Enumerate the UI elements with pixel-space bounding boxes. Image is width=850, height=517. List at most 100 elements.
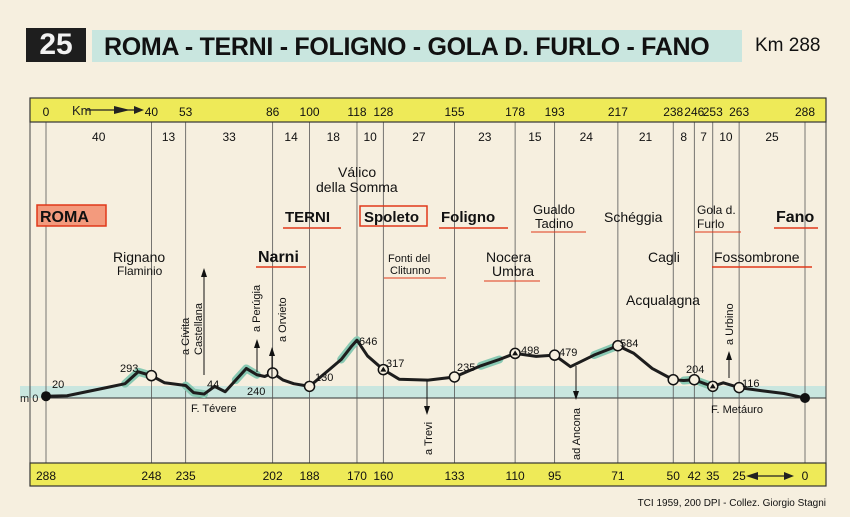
locality-marker <box>667 373 679 386</box>
spot-height-foligno: 235 <box>457 362 475 374</box>
locality-markers <box>41 339 810 403</box>
bottom-km-label: 42 <box>688 469 702 483</box>
spot-height-terni: 130 <box>315 372 333 384</box>
roma-highlight-box <box>36 204 107 227</box>
locality-marker <box>266 367 279 379</box>
branch-trevi-label: a Trevi <box>423 422 435 455</box>
top-km-label: 128 <box>373 105 393 119</box>
sea-level-label: m 0 <box>20 393 38 405</box>
locality-gualdo-line1: Gualdo <box>533 202 575 217</box>
bottom-km-label: 71 <box>611 469 625 483</box>
top-km-label: 0 <box>43 105 50 119</box>
top-km-label: 217 <box>608 105 628 119</box>
top-scale-band <box>29 97 827 123</box>
locality-foligno: Foligno <box>441 209 495 226</box>
locality-spoleto: Spoleto <box>364 209 419 226</box>
locality-cagli: Cagli <box>648 249 680 265</box>
junction-marker <box>709 383 716 389</box>
spot-height-fossombrone: 116 <box>742 378 760 390</box>
spot-height-gualdo: 479 <box>559 347 577 359</box>
locality-nocera-line1: Nocera <box>486 249 531 265</box>
locality-valico-line2: della Somma <box>316 179 398 195</box>
segment-length-label: 15 <box>528 130 542 144</box>
spot-height-scheggia: 584 <box>620 338 638 350</box>
top-km-label: 53 <box>179 105 193 119</box>
route-number: 25 <box>26 28 86 62</box>
branch-urbino: a Urbino <box>724 303 736 378</box>
segment-length-label: 27 <box>412 130 426 144</box>
scale-unit-label: Km <box>72 103 92 118</box>
spot-height-spoleto: 317 <box>386 358 404 370</box>
arrow-up-icon <box>201 268 207 277</box>
branch-urbino-label: a Urbino <box>724 303 736 345</box>
top-km-label: 178 <box>505 105 525 119</box>
locality-marker <box>145 369 158 382</box>
arrow-up-icon <box>269 347 275 356</box>
bottom-scale-band <box>29 462 827 487</box>
locality-marker <box>733 381 745 394</box>
bottom-km-label: 25 <box>732 469 746 483</box>
elevation-profile-line <box>45 338 806 400</box>
locality-acqualagna: Acqualagna <box>626 292 700 308</box>
header: 25 ROMA - TERNI - FOLIGNO - GOLA D. FURL… <box>0 0 850 70</box>
river-metauro: F. Metáuro <box>711 404 763 416</box>
segment-length-label: 14 <box>284 130 298 144</box>
locality-roma: ROMA <box>40 209 89 226</box>
locality-marker <box>303 380 316 393</box>
bottom-km-label: 0 <box>802 469 809 483</box>
direction-arrow-left-icon <box>746 472 794 480</box>
locality-marker <box>688 373 701 386</box>
junction-marker <box>512 350 519 356</box>
spot-height-narni: 240 <box>247 386 265 398</box>
branch-roads: a Cívita Castellana a Perúgia a Orvieto … <box>180 268 736 460</box>
branch-trevi: a Trevi <box>423 380 435 455</box>
segment-length-label: 23 <box>478 130 492 144</box>
spot-height-tevere: 44 <box>207 379 219 391</box>
rivers: F. Tévere F. Metáuro <box>191 403 763 416</box>
km-scale: 0288402485323586202100188118170128160155… <box>36 105 815 483</box>
locality-scheggia: Schéggia <box>604 209 663 225</box>
segment-length-label: 18 <box>327 130 341 144</box>
spot-height-nocera: 498 <box>521 345 539 357</box>
spot-height-valico: 646 <box>359 336 377 348</box>
top-km-label: 263 <box>729 105 749 119</box>
top-km-label: 40 <box>145 105 159 119</box>
bottom-km-label: 170 <box>347 469 367 483</box>
locality-gola-line2: Furlo <box>697 217 725 231</box>
branch-orvieto-label: a Orvieto <box>277 297 289 342</box>
terminal-marker <box>800 393 810 403</box>
locality-valico-line1: Válico <box>338 164 376 180</box>
top-km-label: 246 <box>684 105 704 119</box>
segment-length-label: 33 <box>222 130 236 144</box>
bottom-km-label: 35 <box>706 469 720 483</box>
bottom-km-label: 188 <box>300 469 320 483</box>
bottom-km-label: 160 <box>373 469 393 483</box>
locality-gola-line1: Gola d. <box>697 203 736 217</box>
credit-line: TCI 1959, 200 DPI - Collez. Giorgio Stag… <box>637 498 826 509</box>
locality-labels: ROMA Rignano Flaminio Narni TERNI Válico… <box>36 164 818 308</box>
branch-civita-line1: a Cívita <box>180 317 192 355</box>
top-km-label: 86 <box>266 105 280 119</box>
branch-ancona-label: ad Ancona <box>571 407 583 460</box>
locality-marker <box>612 339 624 352</box>
top-km-label: 253 <box>703 105 723 119</box>
segment-length-label: 13 <box>162 130 176 144</box>
spot-height-roma: 20 <box>52 379 64 391</box>
locality-fossombrone: Fossombrone <box>714 249 800 265</box>
locality-fonti-line2: Clitunno <box>390 265 430 277</box>
locality-nocera-line2: Umbra <box>492 263 534 279</box>
locality-fano: Fano <box>776 209 814 226</box>
junction-marker <box>380 366 387 372</box>
locality-marker <box>548 349 561 361</box>
bottom-km-label: 110 <box>506 469 525 483</box>
bottom-km-label: 248 <box>141 469 161 483</box>
direction-arrow-right-icon <box>86 106 144 114</box>
branch-ancona: ad Ancona <box>571 366 583 460</box>
bottom-km-label: 235 <box>176 469 196 483</box>
locality-rignano-line2: Flaminio <box>117 264 163 278</box>
segment-length-label: 8 <box>680 130 687 144</box>
top-km-label: 238 <box>663 105 683 119</box>
route-title-band: ROMA - TERNI - FOLIGNO - GOLA D. FURLO -… <box>92 30 742 62</box>
arrow-down-icon <box>424 406 430 415</box>
